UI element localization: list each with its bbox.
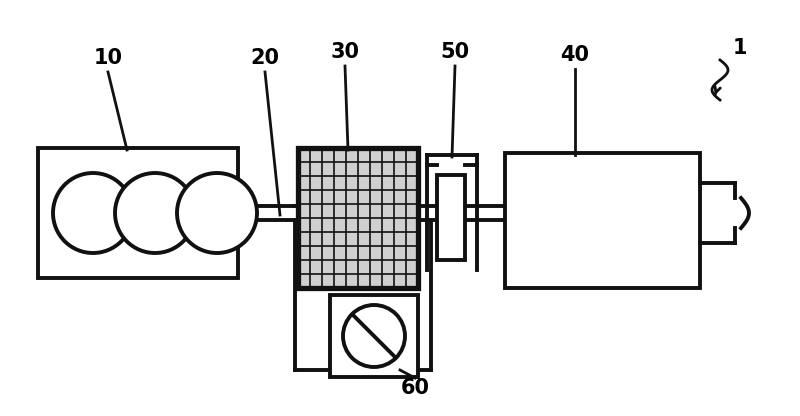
Bar (505, 153, 700, 288)
Circle shape (115, 173, 195, 253)
Text: 30: 30 (330, 42, 359, 62)
Text: 40: 40 (561, 45, 590, 65)
Text: 20: 20 (250, 48, 279, 68)
Circle shape (343, 305, 405, 367)
Circle shape (177, 173, 257, 253)
Bar (298, 148, 418, 288)
Text: 10: 10 (94, 48, 122, 68)
Circle shape (53, 173, 133, 253)
Bar (437, 175, 465, 260)
Bar (38, 148, 238, 278)
Text: 1: 1 (733, 38, 747, 58)
Text: 50: 50 (441, 42, 470, 62)
Text: 60: 60 (401, 378, 430, 398)
Bar (330, 295, 418, 377)
